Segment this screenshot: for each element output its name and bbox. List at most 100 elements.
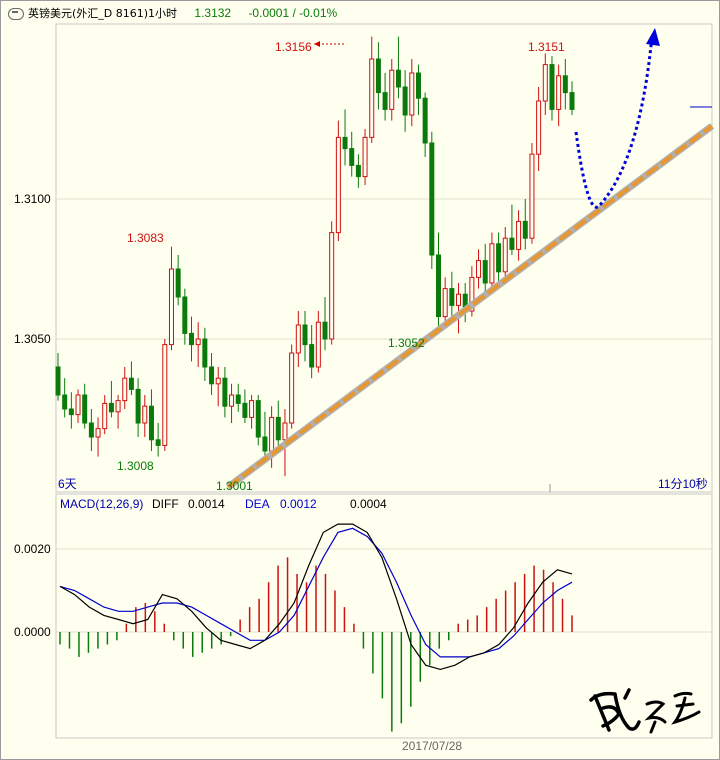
legend-macd-value: 0.0004: [350, 497, 387, 511]
candle: [242, 389, 248, 423]
candle-body: [102, 402, 108, 430]
candle-body: [302, 324, 308, 346]
diff-line: [59, 523, 573, 671]
candle-body: [182, 296, 188, 334]
price-change: -0.0001 / -0.01%: [248, 6, 338, 20]
candle-body: [95, 428, 101, 438]
candle-body: [309, 344, 315, 368]
time-left-label: 6天: [58, 477, 77, 491]
candle-body: [496, 243, 502, 273]
candle: [456, 283, 462, 334]
price-panel: [55, 23, 713, 493]
candle-body: [295, 324, 301, 354]
candle: [462, 283, 468, 323]
candle: [522, 199, 528, 250]
candle: [449, 271, 455, 317]
candle: [255, 395, 261, 446]
candle-body: [342, 136, 348, 150]
candle-body: [155, 439, 161, 446]
last-price: 1.3132: [194, 6, 232, 20]
candle: [409, 59, 415, 127]
candle-body: [362, 136, 368, 178]
candle-body: [249, 400, 255, 418]
candle: [355, 154, 361, 188]
candle-body: [55, 366, 61, 396]
legend-diff-value: 0.0014: [188, 497, 225, 511]
candle-body: [516, 220, 522, 250]
candle-body: [389, 69, 395, 110]
candle-body: [142, 405, 148, 424]
candle-body: [209, 366, 215, 385]
candle: [195, 322, 201, 367]
candle-body: [88, 422, 94, 438]
candle: [182, 288, 188, 345]
macd-series: [59, 523, 573, 732]
candle: [209, 353, 215, 395]
candle-body: [262, 436, 268, 452]
macd-tick-1: 0.0020: [14, 542, 51, 556]
candle: [202, 327, 208, 381]
candle-body: [435, 254, 441, 318]
candle-body: [422, 97, 428, 144]
macd-panel: [55, 493, 713, 739]
candle: [489, 232, 495, 289]
candle-body: [322, 321, 328, 340]
candle: [249, 395, 255, 429]
candle: [175, 255, 181, 306]
symbol-title: 英镑美元(外汇_D 8161)1小时: [28, 7, 178, 20]
trendline[interactable]: [226, 124, 714, 489]
candle: [509, 204, 515, 255]
candle-body: [536, 100, 542, 155]
candle: [122, 367, 128, 409]
candle: [168, 246, 174, 351]
candlestick-series: [55, 36, 575, 477]
candle-body: [449, 288, 455, 306]
candle-body: [489, 243, 495, 284]
candle: [395, 36, 401, 99]
candle-body: [229, 394, 235, 407]
candle-body: [349, 148, 355, 166]
candle-body: [202, 338, 208, 368]
candle-body: [168, 268, 174, 346]
candle-body: [409, 72, 415, 116]
candle: [135, 378, 141, 437]
candle: [402, 70, 408, 132]
candle: [262, 411, 268, 463]
countdown-label: 11分10秒: [658, 477, 708, 491]
candle-body: [469, 276, 475, 312]
candle-body: [242, 402, 248, 418]
candle: [415, 64, 421, 115]
candle-body: [82, 394, 88, 424]
candle-body: [148, 405, 154, 441]
candle-body: [382, 92, 388, 110]
candle-body: [335, 136, 341, 234]
candle: [382, 73, 388, 121]
candle-body: [269, 416, 275, 452]
candle-body: [235, 394, 241, 404]
candle-body: [355, 164, 361, 178]
candle: [142, 395, 148, 437]
chart-header: 英镑美元(外汇_D 8161)1小时 1.3132 -0.0001 / -0.0…: [8, 5, 337, 23]
candle-body: [549, 64, 555, 110]
price-tick-1: 1.3100: [14, 192, 51, 206]
candle-body: [482, 260, 488, 284]
anno-high-1: 1.3156: [275, 40, 312, 54]
candle-body: [282, 422, 288, 441]
chart-type-icon[interactable]: [8, 7, 24, 20]
candle: [482, 243, 488, 295]
anno-low-1: 1.3052: [388, 336, 425, 350]
candle-body: [395, 69, 401, 88]
candle-body: [162, 344, 168, 446]
candle-body: [476, 260, 482, 278]
candle: [128, 361, 134, 395]
forecast-arrow-icon: [646, 28, 660, 46]
legend-dea-value: 0.0012: [280, 497, 317, 511]
candle-body: [522, 220, 528, 239]
candle: [329, 221, 335, 345]
candle: [422, 92, 428, 157]
candle-body: [128, 377, 134, 390]
candle-body: [456, 293, 462, 306]
candle: [148, 389, 154, 451]
candle-body: [115, 400, 121, 413]
candle-body: [429, 142, 435, 256]
